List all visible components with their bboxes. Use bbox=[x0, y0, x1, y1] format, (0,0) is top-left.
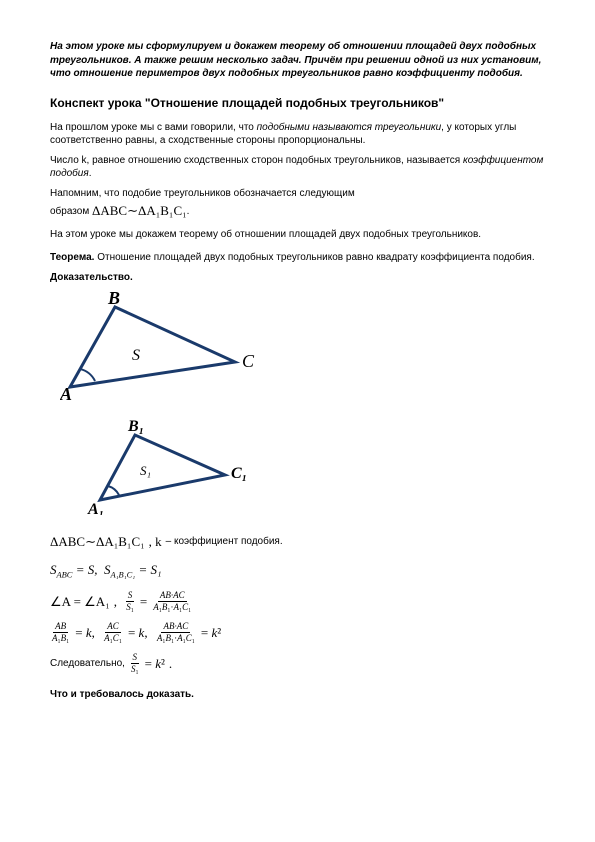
paragraph-4: На этом уроке мы докажем теорему об отно… bbox=[50, 228, 545, 242]
frac-final: SS₁ bbox=[129, 653, 141, 674]
triangle-abc-figure: A B C S bbox=[60, 292, 545, 402]
theorem-text: Отношение площадей двух подобных треугол… bbox=[94, 252, 534, 263]
math-line-2: SABC = S, SA₁B₁C₁ = S₁ bbox=[50, 561, 545, 581]
math-line-5: Следовательно, SS₁ = k². bbox=[50, 653, 545, 674]
label-c1: C₁ bbox=[231, 465, 247, 482]
frac-s-s1: SS₁ bbox=[124, 591, 136, 612]
paragraph-2: Число k, равное отношению сходственных с… bbox=[50, 154, 545, 181]
frac-ac: ACA₁C₁ bbox=[102, 622, 124, 643]
math-line-3: ∠A = ∠A₁ , SS₁ = AB·ACA₁B₁·A₁C₁ bbox=[50, 591, 545, 612]
math-line-1: ΔABC∼ΔA₁B₁C₁ , k – коэффициент подобия. bbox=[50, 533, 545, 551]
theorem-label: Теорема. bbox=[50, 252, 94, 263]
label-b1: B₁ bbox=[127, 420, 144, 435]
paragraph-3: Напомним, что подобие треугольников обоз… bbox=[50, 187, 545, 201]
frac-abac: AB·ACA₁B₁·A₁C₁ bbox=[151, 591, 193, 612]
p1-text-a: На прошлом уроке мы с вами говорили, что bbox=[50, 122, 257, 133]
label-a: A bbox=[60, 384, 72, 402]
frac-abac2: AB·ACA₁B₁·A₁C₁ bbox=[155, 622, 197, 643]
proof-label: Доказательство. bbox=[50, 271, 545, 285]
triangle-a1b1c1-figure: A₁ B₁ C₁ S₁ bbox=[85, 420, 545, 515]
label-s1: S₁ bbox=[140, 463, 151, 478]
similarity-notation-line: образом ΔABC∼ΔA₁B₁C₁. bbox=[50, 202, 545, 220]
label-b: B bbox=[107, 292, 120, 308]
lesson-title: Конспект урока "Отношение площадей подоб… bbox=[50, 95, 545, 111]
label-a1: A₁ bbox=[87, 501, 104, 515]
frac-ab: ABA₁B₁ bbox=[50, 622, 71, 643]
p2-text-a: Число k, равное отношению сходственных с… bbox=[50, 155, 463, 166]
m5-prefix: Следовательно, bbox=[50, 657, 125, 671]
triangle-a1b1c1-svg: A₁ B₁ C₁ S₁ bbox=[85, 420, 255, 515]
qed: Что и требовалось доказать. bbox=[50, 688, 545, 702]
m1-text: – коэффициент подобия. bbox=[166, 535, 283, 549]
m3-angle: ∠A = ∠A₁ bbox=[50, 593, 110, 611]
p3-prefix: образом bbox=[50, 206, 89, 217]
m1-k: , k bbox=[149, 533, 162, 551]
theorem: Теорема. Отношение площадей двух подобны… bbox=[50, 251, 545, 265]
p1-italic: подобными называются треугольники bbox=[257, 122, 442, 133]
similarity-formula: ΔABC∼ΔA₁B₁C₁ bbox=[92, 202, 187, 220]
label-s: S bbox=[132, 347, 140, 364]
m1-sim: ΔABC∼ΔA₁B₁C₁ bbox=[50, 533, 145, 551]
triangle-abc-svg: A B C S bbox=[60, 292, 260, 402]
p2-text-b: . bbox=[89, 168, 92, 179]
paragraph-1: На прошлом уроке мы с вами говорили, что… bbox=[50, 121, 545, 148]
intro-paragraph: На этом уроке мы сформулируем и докажем … bbox=[50, 40, 545, 81]
math-line-4: ABA₁B₁ = k, ACA₁C₁ = k, AB·ACA₁B₁·A₁C₁ =… bbox=[50, 622, 545, 643]
page: На этом уроке мы сформулируем и докажем … bbox=[0, 0, 595, 842]
label-c: C bbox=[242, 351, 255, 371]
